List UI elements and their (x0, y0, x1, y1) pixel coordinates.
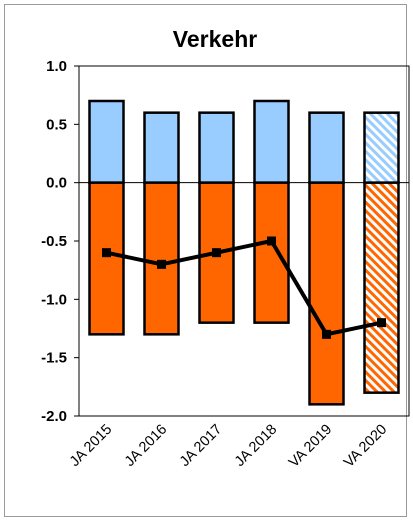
bar-positive (88, 99, 125, 184)
y-tick-label: 1.0 (46, 58, 67, 75)
bar-positive (253, 99, 290, 184)
line-marker (322, 329, 331, 339)
x-tick-label: JA 2016 (122, 422, 170, 470)
y-tick-label: -0.5 (41, 233, 67, 250)
y-tick-label: -2.0 (41, 408, 67, 425)
line-marker (212, 248, 221, 258)
y-tick-label: -1.0 (41, 291, 67, 308)
bar-negative (88, 181, 125, 336)
y-tick-label: 0.5 (46, 116, 67, 133)
bar-negative (363, 181, 400, 394)
line-marker (267, 236, 276, 246)
chart-title: Verkehr (173, 26, 257, 52)
bar-negative (308, 181, 345, 406)
series-line (106, 239, 382, 337)
bar-positive (363, 111, 400, 184)
x-tick-label: VA 2020 (341, 422, 390, 471)
y-tick-label: -1.5 (41, 350, 67, 367)
bar-negative (253, 181, 290, 324)
line-marker (377, 318, 386, 328)
bar-positive (198, 111, 235, 184)
x-tick-label: JA 2017 (177, 422, 225, 470)
y-tick-label: 0.0 (46, 175, 67, 192)
plot-area (78, 65, 410, 417)
x-tick-label: JA 2015 (67, 422, 115, 470)
bar-positive (143, 111, 180, 184)
bar-negative (143, 181, 180, 336)
x-tick-label: VA 2019 (286, 422, 335, 471)
bar-positive (308, 111, 345, 184)
line-marker (157, 259, 166, 269)
x-tick-label: JA 2018 (232, 422, 280, 470)
line-marker (102, 248, 111, 258)
